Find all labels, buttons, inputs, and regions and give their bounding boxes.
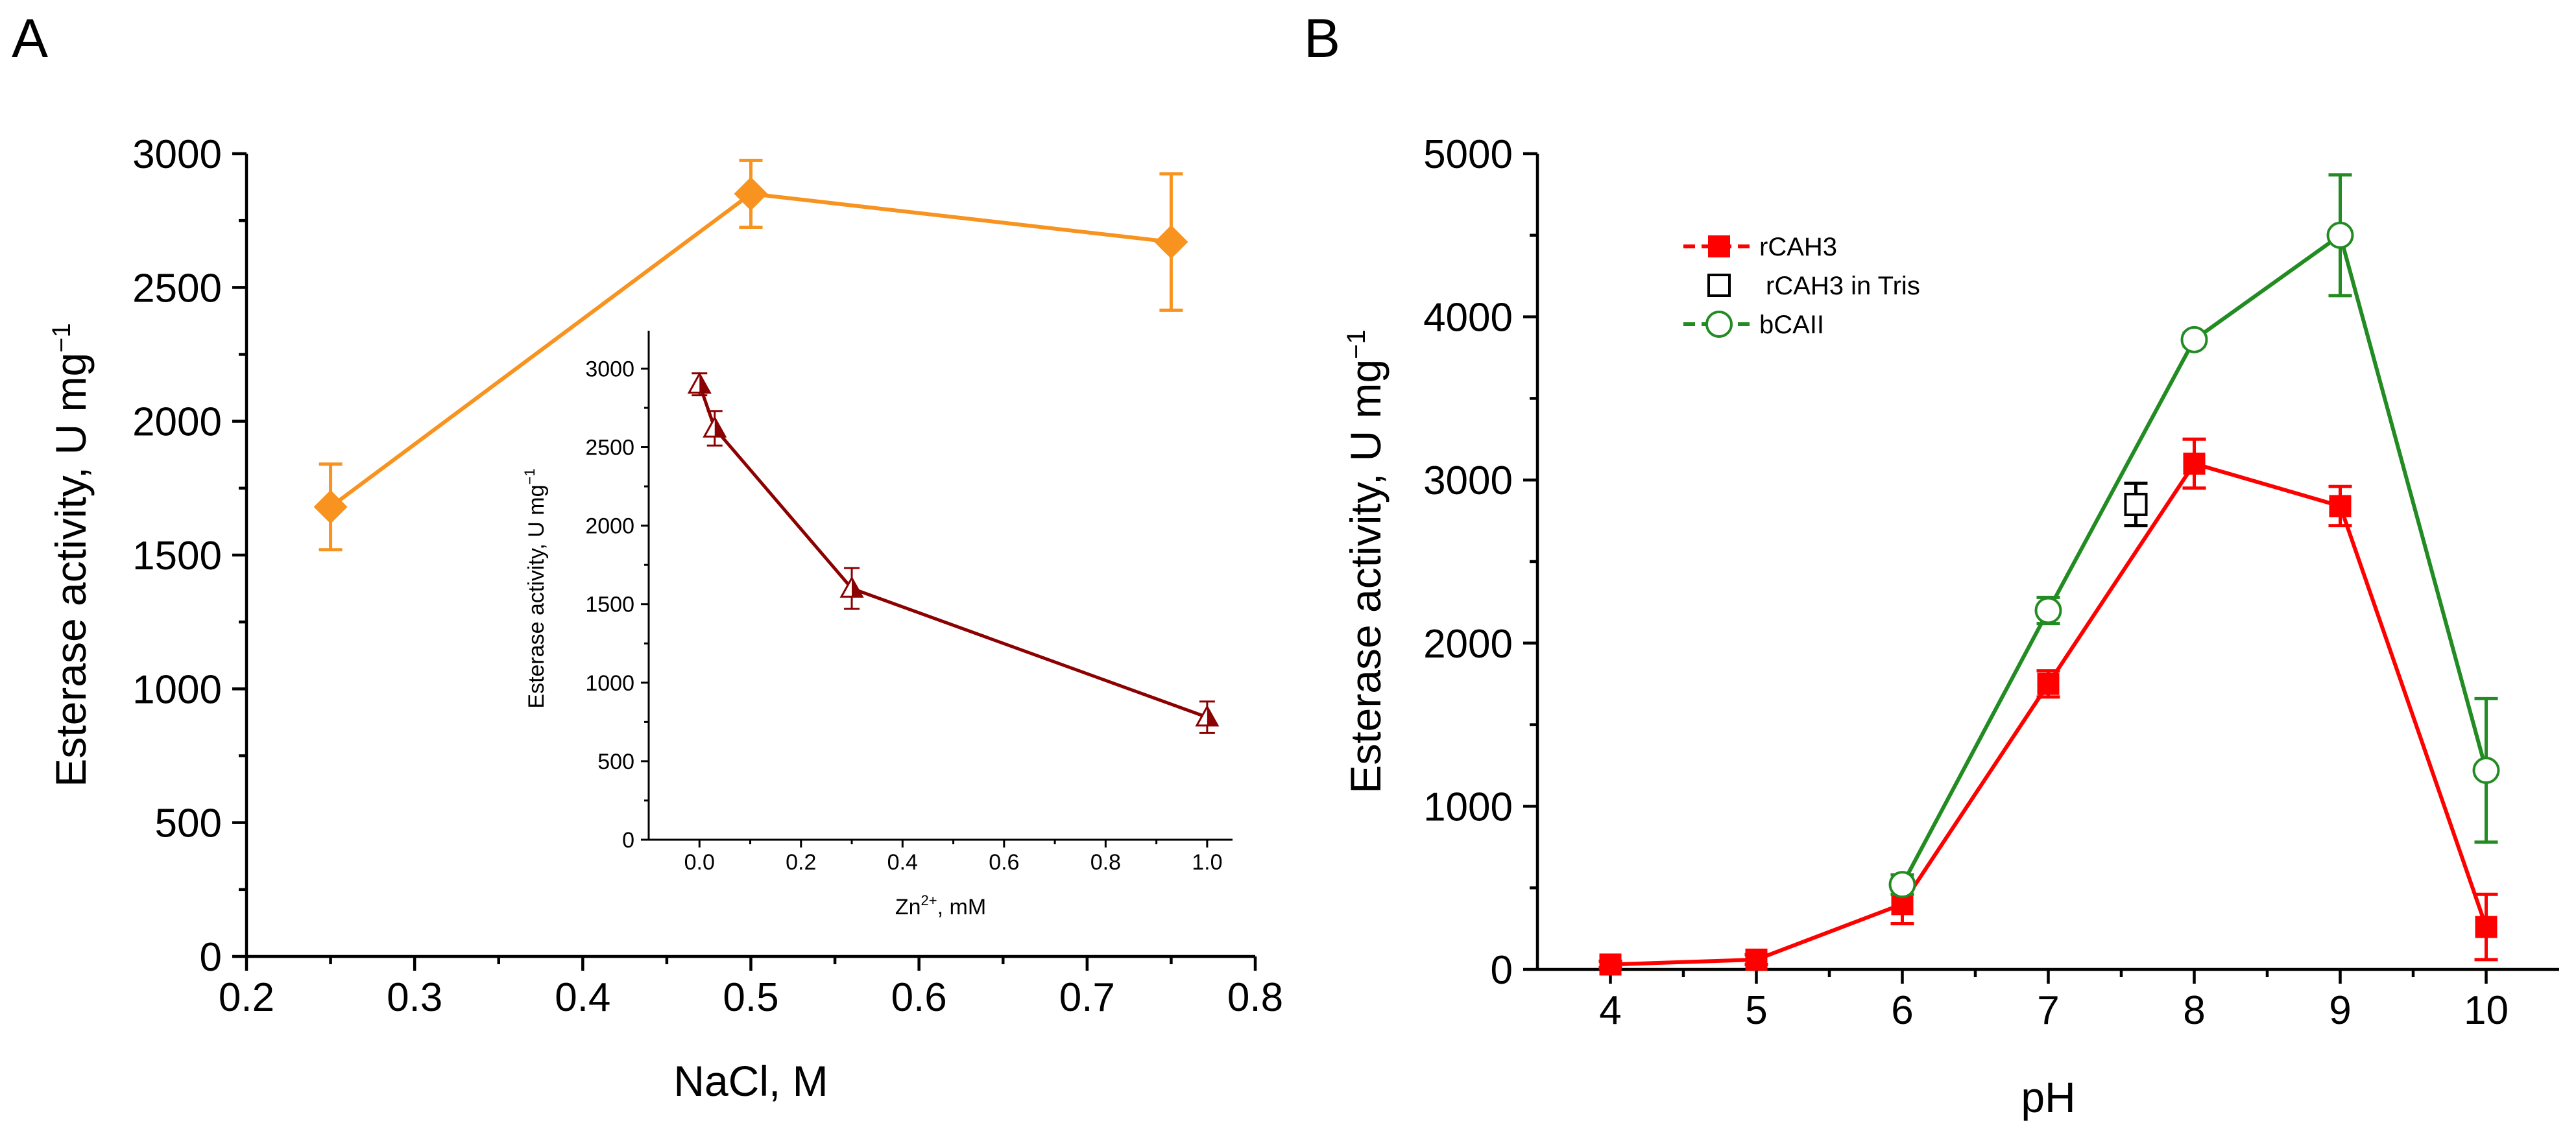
chart-inset-axes: 0.0 0.2 0.4 0.6 0.8 1.0 0 500 1000 1500 2000 2500 30…: [585, 331, 1233, 875]
x-tick-label: 10: [2464, 988, 2509, 1033]
legend-marker: [1705, 311, 1733, 338]
x-tick-label: 0.8: [1227, 975, 1283, 1020]
chart-a-marks: [313, 158, 1188, 552]
chart-b-marks: [1598, 173, 2500, 976]
y-tick-label: 1000: [1423, 785, 1513, 829]
y-tick-label: 0: [622, 828, 634, 853]
y-tick-label: 0: [200, 935, 222, 980]
chart-inset-marks: [687, 372, 1220, 734]
x-tick-label: 0.8: [1090, 850, 1121, 875]
y-tick-label: 500: [597, 750, 634, 774]
chart-a-y-axis-label-text: Esterase activity, U mg: [47, 353, 95, 787]
chart-b-y-axis-label-sup: −1: [1342, 329, 1371, 359]
y-tick-label: 2000: [585, 514, 634, 539]
series-line-rcah3: [1610, 461, 2488, 967]
inset-background: [649, 331, 1233, 840]
data-point: [2472, 757, 2500, 785]
data-point: [2124, 492, 2148, 516]
x-tick-label: 0.6: [989, 850, 1019, 875]
y-tick-label: 1000: [132, 667, 222, 712]
y-tick-label: 1500: [585, 593, 634, 617]
data-point: [1599, 953, 1622, 976]
data-point: [734, 176, 768, 211]
y-tick-label: 2000: [1423, 622, 1513, 667]
chart-b-x-axis-label: pH: [2021, 1073, 2075, 1121]
chart-a-axes: 0.2 0.3 0.4 0.5 0.6 0.7 0.8 0 500 1000 1500 2000 250…: [132, 132, 1283, 1020]
y-tick-label: 500: [155, 801, 222, 846]
x-tick-label: 8: [2183, 988, 2205, 1033]
y-tick-label: 5000: [1423, 132, 1513, 177]
legend-marker: [1707, 274, 1731, 297]
y-tick-label: 2000: [132, 400, 222, 445]
data-point: [313, 490, 348, 524]
x-tick-label: 0.2: [219, 975, 274, 1020]
y-tick-label: 1500: [132, 534, 222, 578]
data-point: [2475, 916, 2498, 938]
chart-a-y-axis-label: Esterase activity, U mg−1: [47, 323, 95, 787]
chart-b-legend: rCAH3 rCAH3 in Tris bCAII: [1683, 233, 1920, 339]
chart-inset-x-axis-label-sup: 2+: [921, 892, 937, 908]
x-tick-label: 9: [2329, 988, 2351, 1033]
chart-inset-y-axis-label-sup: −1: [522, 468, 538, 484]
y-tick-label: 3000: [585, 357, 634, 381]
chart-inset-x-axis-label-suffix: , mM: [937, 895, 987, 919]
x-tick-label: 0.7: [1059, 975, 1115, 1020]
data-point: [1154, 225, 1188, 259]
x-tick-label: 7: [2037, 988, 2059, 1033]
data-point: [2329, 495, 2352, 517]
data-point-fill: [699, 373, 710, 393]
data-point-fill: [1207, 707, 1218, 726]
data-point: [2180, 326, 2208, 353]
x-tick-label: 6: [1891, 988, 1913, 1033]
chart-b-axes: 4 5 6 7 8 9 10 0 1000 2000 3000 4000 5000: [1423, 132, 2559, 1033]
x-tick-label: 5: [1745, 988, 1767, 1033]
data-point-fill: [852, 578, 863, 597]
panel-label-a: A: [12, 8, 48, 69]
chart-b-y-axis-label: Esterase activity, U mg−1: [1342, 329, 1390, 794]
x-tick-label: 0.5: [723, 975, 778, 1020]
x-tick-label: 0.4: [887, 850, 918, 875]
panel-label-b: B: [1304, 8, 1340, 69]
x-tick-label: 0.2: [786, 850, 816, 875]
chart-inset-y-axis-label: Esterase activity, U mg−1: [522, 468, 549, 708]
legend-label-rcah3: rCAH3: [1759, 233, 1837, 261]
chart-a-inset-zn: 0.0 0.2 0.4 0.6 0.8 1.0 0 500 1000 1500 2000 2500 30…: [522, 331, 1233, 919]
chart-inset-x-axis-label-text: Zn: [895, 895, 921, 919]
y-tick-label: 2500: [132, 266, 222, 311]
chart-inset-x-axis-label: Zn2+, mM: [895, 892, 986, 919]
legend-marker: [1708, 235, 1730, 257]
y-tick-label: 2500: [585, 436, 634, 460]
data-point: [2183, 453, 2206, 475]
x-tick-label: 0.3: [387, 975, 442, 1020]
y-tick-label: 3000: [1423, 458, 1513, 503]
legend-label-rcah3-tris: rCAH3 in Tris: [1766, 272, 1920, 300]
y-tick-label: 1000: [585, 671, 634, 696]
chart-inset-y-axis-label-text: Esterase activity, U mg: [524, 484, 549, 708]
chart-a-y-axis-label-sup: −1: [47, 323, 76, 353]
data-point: [2326, 221, 2354, 249]
x-tick-label: 0.4: [555, 975, 610, 1020]
x-tick-label: 0.6: [891, 975, 947, 1020]
chart-b-y-axis-label-text: Esterase activity, U mg: [1342, 359, 1390, 794]
data-point: [2034, 597, 2062, 624]
chart-a-nacl: 0.2 0.3 0.4 0.5 0.6 0.7 0.8 0 500 1000 1500 2000 250…: [47, 132, 1283, 1105]
data-point: [1745, 948, 1768, 971]
x-tick-label: 4: [1599, 988, 1621, 1033]
x-tick-label: 0.0: [684, 850, 715, 875]
data-point-fill: [714, 418, 725, 437]
chart-a-x-axis-label: NaCl, M: [673, 1057, 828, 1105]
y-tick-label: 0: [1491, 948, 1513, 993]
x-tick-label: 1.0: [1192, 850, 1222, 875]
series-line-zn: [697, 383, 1208, 719]
data-point: [1888, 871, 1916, 899]
data-point: [2037, 672, 2060, 695]
y-tick-label: 3000: [132, 132, 222, 177]
legend-label-bcaii: bCAII: [1759, 311, 1824, 339]
y-tick-label: 4000: [1423, 296, 1513, 340]
chart-b-ph: 4 5 6 7 8 9 10 0 1000 2000 3000 4000 5000 pH Esteras…: [1342, 132, 2559, 1121]
